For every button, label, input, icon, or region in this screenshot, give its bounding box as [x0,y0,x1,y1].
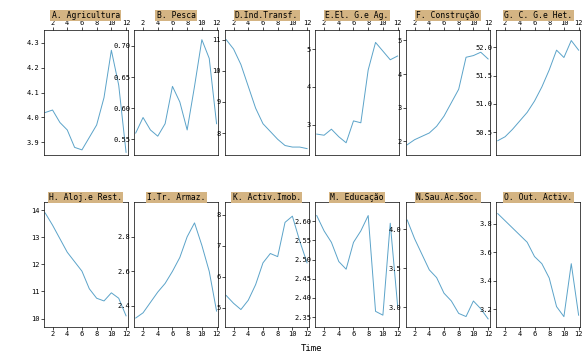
Title: K. Activ.Imob.: K. Activ.Imob. [233,193,301,202]
Title: H. Aloj.e Rest.: H. Aloj.e Rest. [49,193,122,202]
Title: E.El. G.e Ag.: E.El. G.e Ag. [325,11,389,20]
Title: I.Tr. Armaz.: I.Tr. Armaz. [147,193,205,202]
Title: G. C. G.e Het.: G. C. G.e Het. [504,11,573,20]
Title: B. Pesca: B. Pesca [157,11,196,20]
Title: O. Out. Activ.: O. Out. Activ. [504,193,573,202]
Title: F. Construção: F. Construção [416,11,479,20]
Title: N.Sau.Ac.Soc.: N.Sau.Ac.Soc. [416,193,479,202]
Title: M. Educação: M. Educação [331,193,384,202]
Title: D.Ind.Transf.: D.Ind.Transf. [235,11,298,20]
Text: Time: Time [301,345,322,353]
Title: A. Agricultura: A. Agricultura [51,11,120,20]
